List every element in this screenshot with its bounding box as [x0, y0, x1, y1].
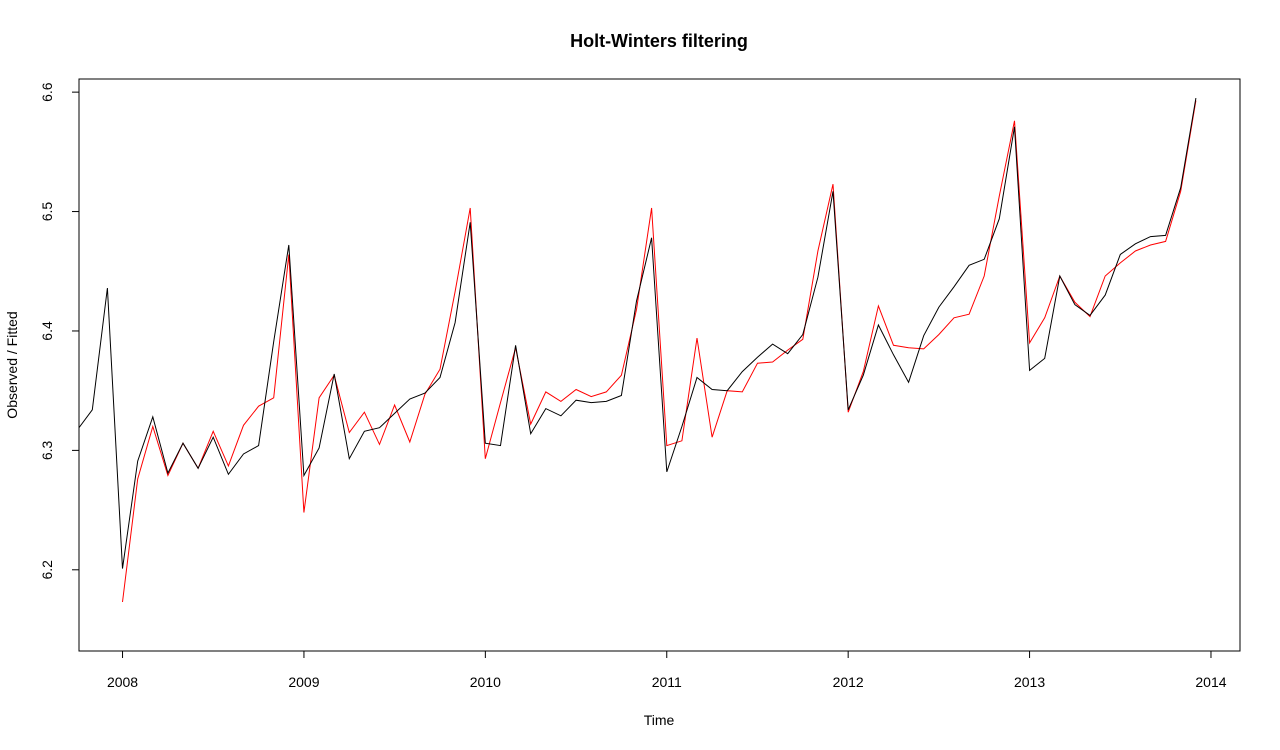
- x-axis-label: Time: [644, 712, 675, 728]
- chart-title: Holt-Winters filtering: [570, 31, 748, 51]
- y-tick-label: 6.3: [39, 440, 55, 460]
- x-axis: 2008 2009 2010 2011 2012 2013 2014: [107, 650, 1227, 690]
- y-axis: 6.2 6.3 6.4 6.5 6.6: [39, 82, 80, 580]
- observed-series-line: [79, 98, 1197, 569]
- y-tick-label: 6.5: [39, 202, 55, 222]
- x-tick-label: 2009: [288, 674, 319, 690]
- y-tick-label: 6.4: [39, 321, 55, 341]
- fitted-series-line: [122, 100, 1197, 603]
- y-axis-label: Observed / Fitted: [4, 311, 20, 418]
- x-tick-label: 2012: [833, 674, 864, 690]
- x-tick-label: 2011: [652, 674, 682, 690]
- y-tick-label: 6.6: [39, 82, 55, 102]
- x-tick-label: 2010: [470, 674, 501, 690]
- x-tick-label: 2014: [1195, 674, 1226, 690]
- x-tick-label: 2013: [1014, 674, 1045, 690]
- x-tick-label: 2008: [107, 674, 138, 690]
- y-tick-label: 6.2: [39, 560, 55, 580]
